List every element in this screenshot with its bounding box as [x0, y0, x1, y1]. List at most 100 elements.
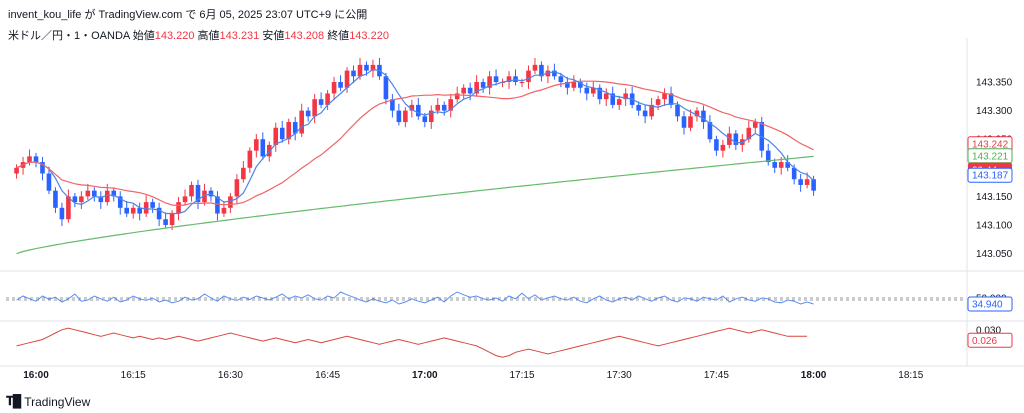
price-tick-label: 143.100	[976, 220, 1013, 231]
candle-body	[344, 70, 350, 88]
high-label: 高値	[197, 30, 220, 42]
candle-body	[765, 150, 771, 163]
candle-body	[461, 87, 466, 94]
candle-body	[532, 64, 538, 71]
high-value: 143.231	[219, 30, 260, 42]
candle-body	[117, 196, 123, 208]
footer: 𝐓█ TradingView	[0, 391, 300, 411]
candle-body	[811, 179, 816, 191]
candle-body	[104, 190, 110, 203]
candle-body	[571, 82, 577, 88]
candle-body	[616, 99, 622, 105]
candle-body	[454, 93, 460, 100]
ma-fast-price-label-bg	[967, 167, 1013, 183]
candle-body	[318, 99, 324, 105]
candle-body	[331, 82, 337, 94]
close-label: 終値	[327, 30, 350, 42]
time-tick-label: 17:30	[607, 370, 632, 381]
candle-body	[752, 122, 758, 128]
candle-body	[273, 127, 279, 145]
candle-body	[215, 196, 220, 214]
candle-body	[623, 93, 628, 100]
candle-body	[228, 196, 233, 208]
candle-body	[221, 207, 227, 214]
candle-body	[143, 202, 149, 214]
candle-body	[636, 104, 641, 111]
candle-body	[66, 196, 71, 220]
candle-body	[565, 82, 570, 88]
candle-body	[357, 64, 363, 77]
candle-body	[46, 173, 52, 191]
chart-header: invent_kou_life が TradingView.com で 6月 0…	[0, 0, 1024, 46]
ma-slow-price-label: 143.221	[972, 151, 1009, 162]
time-tick-label: 18:15	[898, 370, 923, 381]
candle-body	[649, 104, 654, 117]
candle-body	[27, 156, 32, 163]
time-tick-label: 16:30	[218, 370, 243, 381]
candle-body	[435, 104, 441, 111]
candle-body	[487, 76, 492, 88]
candle-body	[791, 167, 797, 180]
candle-body	[558, 76, 564, 83]
candle-body	[493, 76, 499, 83]
candle-body	[364, 64, 369, 71]
candle-body	[688, 116, 693, 128]
candle-body	[448, 99, 454, 111]
candle-body	[675, 104, 680, 117]
candle-body	[597, 87, 603, 100]
candle-body	[266, 144, 272, 157]
candle-body	[422, 116, 428, 123]
candle-body	[40, 162, 45, 174]
candle-body	[370, 64, 376, 71]
candle-body	[59, 207, 65, 220]
candle-body	[92, 190, 97, 197]
candle-body	[720, 144, 726, 151]
candle-body	[85, 190, 91, 197]
oscillator-2-tick-label: 0.030	[976, 325, 1001, 336]
candle-body	[241, 167, 246, 180]
candle-body	[234, 179, 240, 197]
candle-body	[727, 133, 732, 145]
candle-body	[137, 207, 142, 214]
candle-body	[539, 64, 544, 77]
low-value: 143.208	[284, 30, 325, 42]
candle-body	[124, 207, 130, 214]
oscillator-last-value-bg	[967, 296, 1013, 312]
candle-body	[707, 122, 713, 140]
candle-body	[33, 156, 39, 163]
candle-body	[305, 110, 311, 117]
candle-body	[14, 167, 19, 174]
candle-body	[701, 110, 706, 123]
candle-body	[778, 162, 784, 168]
candle-body	[247, 150, 253, 168]
tradingview-logo-icon: 𝐓█	[6, 394, 21, 408]
ma-fast-line	[16, 68, 814, 215]
candle-body	[519, 82, 525, 84]
candle-body	[714, 139, 719, 151]
candle-body	[98, 196, 104, 203]
candle-body	[176, 202, 181, 214]
price-tick-label: 143.150	[976, 192, 1013, 203]
candle-body	[409, 104, 415, 111]
price-tick-label: 143.050	[976, 249, 1013, 260]
candle-body	[260, 139, 266, 157]
open-label: 始値	[132, 30, 155, 42]
candle-body	[299, 110, 304, 134]
candle-body	[428, 110, 434, 123]
candle-body	[785, 162, 790, 168]
candle-body	[292, 122, 298, 134]
candle-body	[195, 184, 201, 203]
tradingview-logo[interactable]: 𝐓█ TradingView	[6, 394, 90, 409]
candle-body	[694, 110, 700, 117]
symbol-label[interactable]: 米ドル／円・1・OANDA	[8, 30, 130, 42]
price-tick-label: 143.300	[976, 106, 1013, 117]
candle-body	[584, 87, 590, 94]
candle-body	[338, 82, 343, 88]
candle-body	[480, 82, 486, 88]
candle-body	[189, 184, 194, 197]
candle-body	[111, 190, 117, 197]
time-tick-label: 16:45	[315, 370, 340, 381]
candle-body	[312, 99, 317, 117]
candle-body	[804, 179, 810, 185]
